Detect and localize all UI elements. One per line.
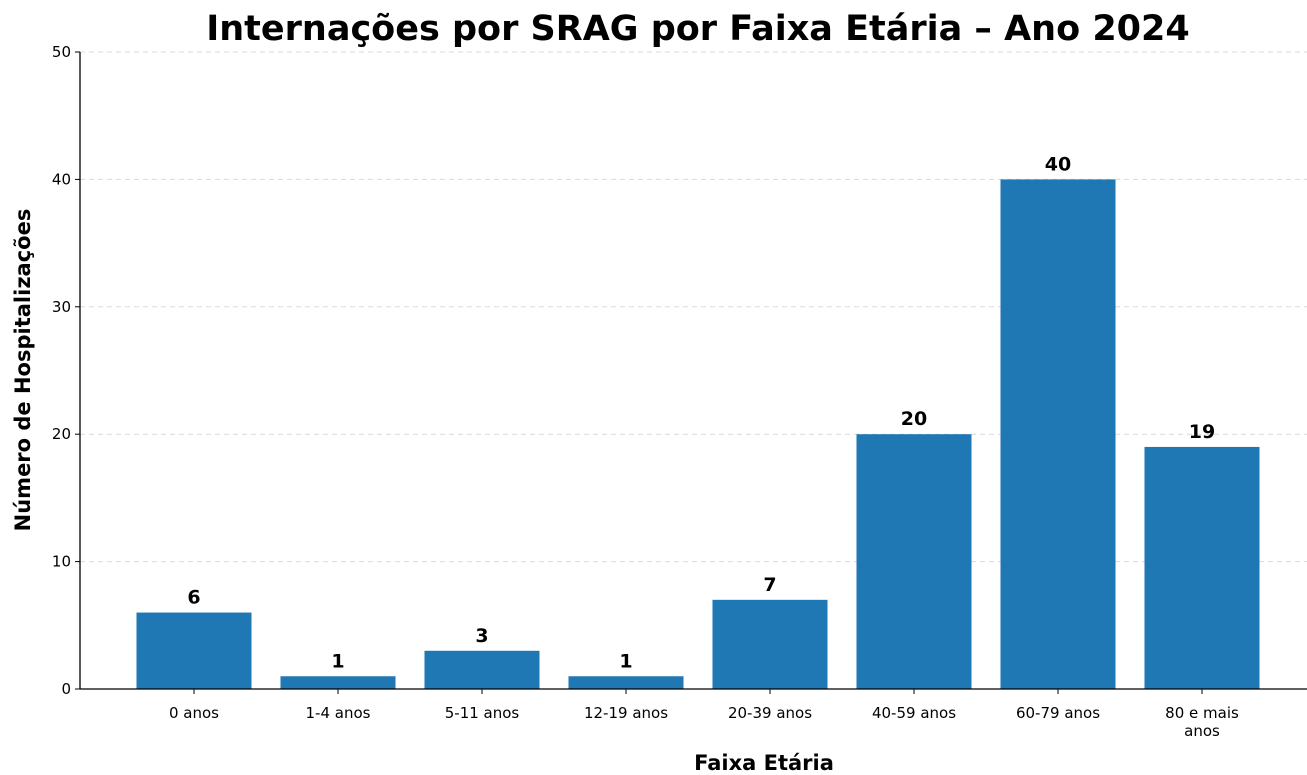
- x-tick-label: 0 anos: [169, 704, 219, 722]
- y-tick-label: 30: [52, 298, 71, 316]
- x-tick-label: 1-4 anos: [306, 704, 371, 722]
- bar: [280, 676, 396, 689]
- bar: [1144, 446, 1260, 689]
- y-tick-label: 40: [52, 170, 71, 188]
- y-tick-label: 10: [52, 553, 71, 571]
- x-tick-label: 80 e mais anos: [1165, 704, 1239, 740]
- y-tick-label: 20: [52, 425, 71, 443]
- y-tick-label: 0: [61, 680, 71, 698]
- x-tick-label: 20-39 anos: [728, 704, 812, 722]
- value-label: 19: [1189, 421, 1215, 443]
- x-tick-label: 60-79 anos: [1016, 704, 1100, 722]
- value-label: 6: [187, 587, 200, 609]
- x-tick-label: 40-59 anos: [872, 704, 956, 722]
- bar: [856, 434, 972, 689]
- y-tick-label: 50: [52, 43, 71, 61]
- bar: [136, 612, 252, 689]
- value-label: 3: [475, 625, 488, 647]
- bar: [424, 650, 540, 689]
- value-label: 1: [619, 650, 632, 672]
- x-tick-label: 12-19 anos: [584, 704, 668, 722]
- x-tick-label: 5-11 anos: [445, 704, 520, 722]
- chart-title: Internações por SRAG por Faixa Etária – …: [206, 9, 1190, 49]
- value-label: 7: [763, 574, 776, 596]
- bar: [1000, 179, 1116, 689]
- y-axis-label: Número de Hospitalizações: [11, 209, 35, 532]
- value-label: 1: [331, 650, 344, 672]
- bar: [568, 676, 684, 689]
- bar: [712, 599, 828, 689]
- x-axis-label: Faixa Etária: [694, 751, 834, 775]
- value-label: 20: [901, 408, 927, 430]
- value-label: 40: [1045, 153, 1071, 175]
